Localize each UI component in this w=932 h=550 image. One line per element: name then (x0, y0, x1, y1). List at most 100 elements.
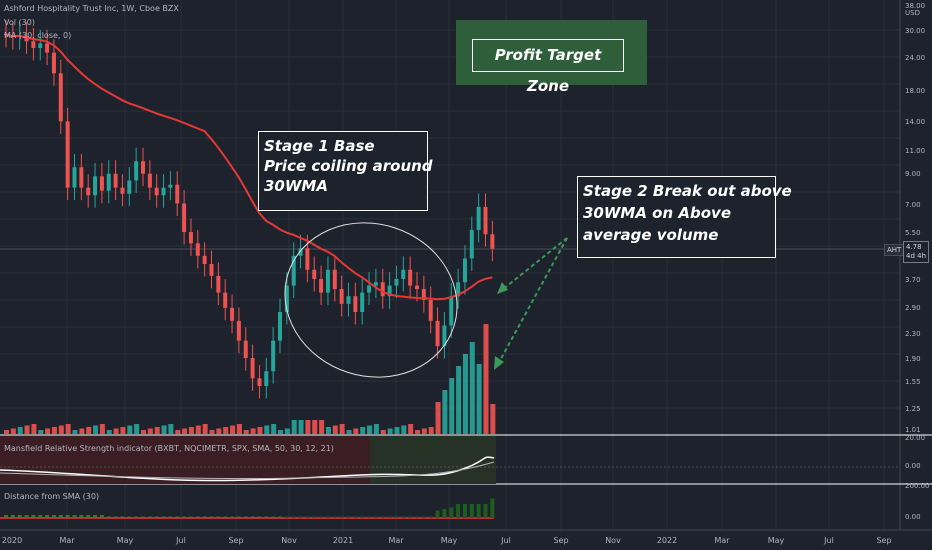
volume-bar (175, 430, 181, 434)
distance-bar (305, 516, 310, 518)
distance-bar (367, 516, 372, 518)
candle-body (127, 180, 132, 194)
volume-bar (346, 430, 352, 434)
volume-bar (38, 430, 44, 434)
distance-bar (332, 516, 337, 518)
last-price-badge: 4.78 4d 4h (903, 241, 930, 263)
volume-bar (72, 430, 78, 434)
price-tick: 9.00 (905, 170, 921, 178)
candle-body (360, 292, 365, 313)
distance-bar (346, 516, 351, 518)
volume-bar (17, 427, 23, 434)
volume-bar (99, 424, 105, 434)
distance-bar (243, 516, 248, 518)
distance-bar (216, 516, 221, 518)
volume-bar (325, 427, 331, 434)
distance-bar (154, 516, 159, 518)
ma-line (5, 34, 493, 301)
distance-bar (476, 504, 481, 518)
candle-body (442, 325, 447, 347)
distance-bar (373, 516, 378, 518)
distance-bar (65, 515, 70, 518)
candle-body (161, 187, 166, 196)
distance-bar (24, 515, 29, 518)
distance-bar (10, 515, 15, 518)
candle-body (278, 312, 282, 341)
distance-bar (284, 516, 289, 518)
volume-bar (284, 428, 290, 434)
distance-bar (360, 516, 365, 518)
volume-bar (394, 427, 400, 434)
candle-body (312, 269, 317, 280)
candle-body (79, 167, 84, 188)
distance-bar (141, 516, 145, 518)
candle-body (264, 371, 269, 387)
volume-bar (401, 425, 407, 434)
distance-bar (380, 516, 385, 518)
candle-body (435, 320, 440, 347)
currency-label: USD (905, 9, 920, 17)
distance-bar (147, 516, 152, 518)
distance-bar (31, 515, 36, 518)
volume-bar (236, 424, 242, 434)
candle-body (284, 285, 289, 313)
candle-body (373, 282, 378, 286)
volume-bar (79, 428, 85, 434)
distance-bar (86, 515, 91, 518)
candle-body (223, 292, 228, 308)
volume-bar (305, 420, 311, 434)
distance-bar (127, 516, 132, 518)
time-tick: May (767, 536, 785, 545)
candle-body (65, 121, 70, 188)
distance-bar (298, 516, 303, 518)
candle-body (216, 275, 221, 293)
volume-bar (10, 428, 16, 434)
time-tick: Sep (553, 536, 569, 545)
price-tick: 7.00 (905, 201, 921, 209)
volume-bar (86, 427, 92, 434)
volume-bar (312, 420, 318, 434)
volume-bar (31, 424, 37, 434)
time-tick: Mar (388, 536, 404, 545)
distance-bar (339, 516, 344, 518)
stage1-annotation: Stage 1 Base Price coiling around 30WMA (258, 131, 433, 211)
arrow-head (494, 356, 504, 370)
distance-bar (442, 509, 447, 518)
stage1-line: Price coiling around (264, 157, 433, 175)
volume-bar (298, 420, 304, 434)
time-tick: Nov (281, 536, 297, 545)
distance-bar (469, 504, 474, 518)
candle-body (346, 296, 351, 304)
volume-bar (209, 430, 215, 434)
price-tick: 3.70 (905, 276, 921, 284)
volume-bar (373, 424, 379, 434)
price-tick: 2.90 (905, 304, 921, 312)
candle-body (45, 43, 50, 53)
price-tick: 11.00 (905, 147, 926, 155)
ma-label: MA (30, close, 0) (4, 31, 72, 40)
volume-bar (428, 427, 434, 434)
distance-bar (79, 515, 84, 518)
volume-bar (339, 424, 345, 434)
price-tick: 1.90 (905, 355, 921, 363)
price-tick: 5.50 (905, 229, 921, 237)
stage1-line: 30WMA (264, 177, 328, 195)
candle-body (4, 33, 8, 36)
distance-bar (209, 516, 214, 518)
distance-bar (408, 516, 413, 518)
price-tick: 30.00 (905, 27, 926, 35)
mansfield-label: Mansfield Relative Strength indicator (B… (4, 444, 334, 453)
volume-bar (141, 430, 146, 434)
stage2-annotation: Stage 2 Break out above 30WMA on Above a… (577, 176, 792, 258)
volume-bar (353, 428, 359, 434)
volume-bar (271, 424, 277, 434)
distance-bar (202, 516, 207, 518)
distance-bar (401, 516, 406, 518)
candle-body (175, 184, 180, 204)
candle-body (271, 340, 276, 372)
time-tick: Nov (605, 536, 621, 545)
distance-bar (250, 516, 255, 518)
volume-bar (188, 427, 194, 434)
arrow-head (497, 282, 508, 294)
